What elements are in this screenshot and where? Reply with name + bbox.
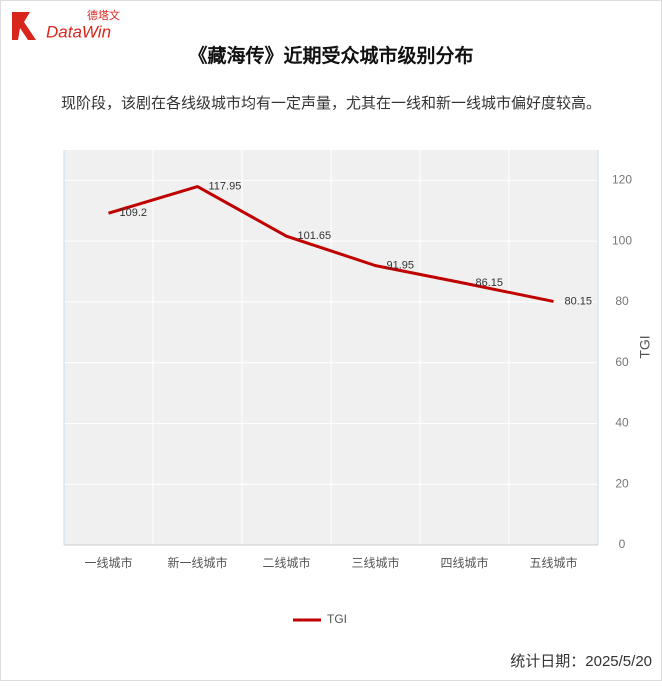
x-tick-label: 新一线城市 — [167, 555, 227, 570]
logo-brand: DataWin — [46, 22, 111, 41]
line — [108, 185, 554, 303]
logo-chinese: 德塔文 — [87, 8, 120, 22]
y-tick-label: 0 — [619, 537, 626, 551]
data-label: 86.15 — [476, 277, 504, 289]
x-tick-label: 二线城市 — [262, 555, 310, 570]
data-label: 101.65 — [298, 230, 332, 242]
data-label: 109.2 — [120, 207, 148, 219]
y-tick-label: 120 — [612, 173, 632, 187]
legend-label: TGI — [327, 612, 347, 626]
chart-title: 《藏海传》近期受众城市级别分布 — [188, 44, 473, 67]
y-axis-label: TGI — [637, 335, 653, 358]
y-tick-label: 40 — [615, 416, 629, 430]
logo-mark — [12, 12, 36, 40]
footer: 统计日期：2025/5/20 — [510, 653, 652, 670]
y-tick-label: 80 — [615, 294, 629, 308]
x-tick-label: 五线城市 — [529, 555, 577, 570]
data-label: 91.95 — [387, 260, 415, 272]
x-tick-label: 四线城市 — [440, 555, 488, 570]
logo: 德塔文 DataWin — [12, 8, 120, 41]
data-label: 117.95 — [209, 181, 242, 193]
x-tick-label: 一线城市 — [84, 555, 132, 570]
y-tick-label: 60 — [615, 355, 629, 369]
chart-subtitle: 现阶段，该剧在各线级城市均有一定声量，尤其在一线和新一线城市偏好度较高。 — [61, 94, 601, 112]
x-tick-label: 三线城市 — [351, 555, 399, 570]
data-label: 80.15 — [565, 295, 593, 307]
y-tick-label: 20 — [615, 476, 629, 490]
y-tick-label: 100 — [612, 233, 632, 247]
